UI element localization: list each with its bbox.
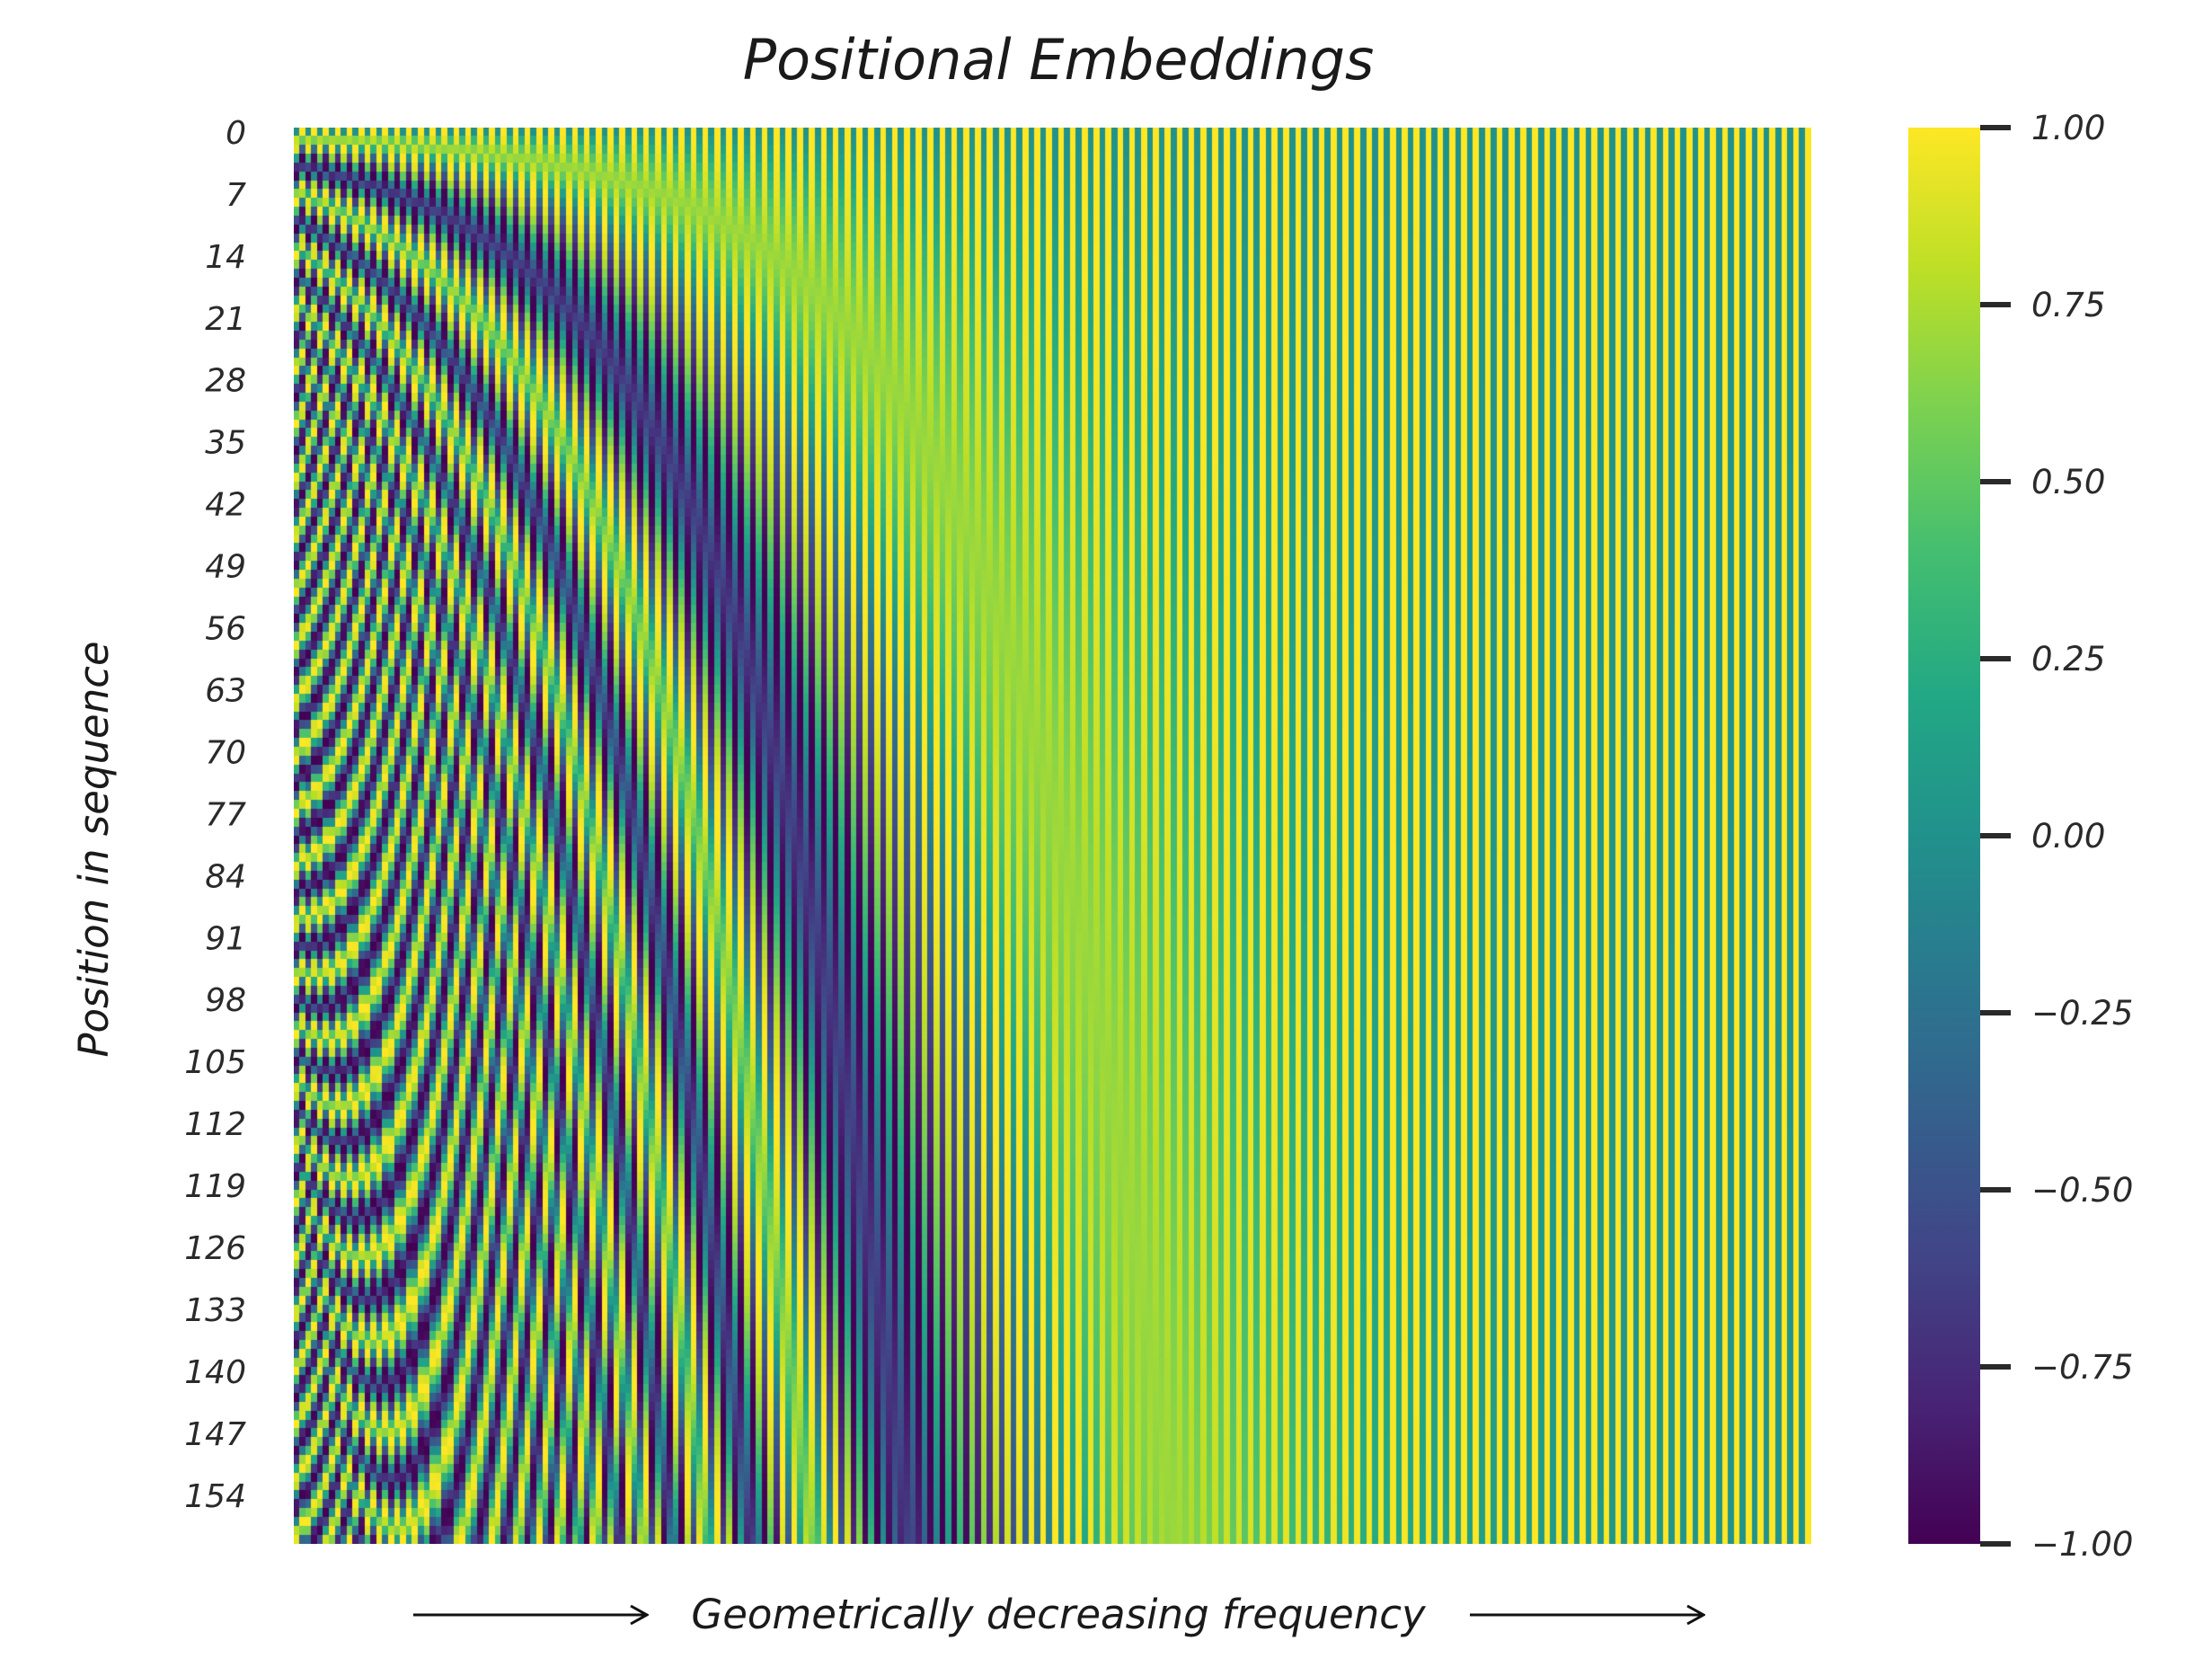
y-tick-label: 42: [205, 487, 246, 524]
colorbar: [1908, 128, 1980, 1544]
y-tick-label: 154: [184, 1478, 246, 1515]
chart-title: Positional Embeddings: [743, 27, 1375, 93]
y-tick-label: 98: [205, 982, 246, 1019]
y-tick-label: 21: [205, 301, 246, 338]
y-tick-label: 0: [226, 115, 246, 152]
y-tick-label: 105: [184, 1044, 246, 1081]
colorbar-tick-label: 0.50: [2031, 463, 2105, 501]
y-tick-labels: 0 7 14 21 28 35 42 49 56 63 70 77 84 91 98 105 112 119 126…: [184, 115, 246, 1515]
y-tick-label: 77: [205, 796, 246, 833]
y-tick-label: 84: [205, 858, 246, 895]
y-tick-label: 119: [184, 1168, 246, 1205]
y-tick-label: 7: [226, 177, 246, 214]
colorbar-tick-label: 0.00: [2031, 817, 2105, 856]
y-tick-label: 112: [184, 1106, 246, 1143]
colorbar-tick-label: −1.00: [2031, 1525, 2133, 1564]
colorbar-tick-label: 1.00: [2031, 109, 2105, 147]
y-tick-label: 70: [205, 734, 246, 771]
y-axis-label: Position in sequence: [70, 641, 118, 1057]
heatmap-cells: [294, 128, 1811, 1544]
colorbar-ticks: 1.00 0.75 0.50 0.25 0.00 −0.25 −0.50 −0.75 −1.00: [1980, 109, 2133, 1564]
colorbar-tick-label: 0.75: [2031, 286, 2105, 324]
colorbar-tick-label: −0.50: [2031, 1171, 2133, 1210]
y-tick-label: 35: [205, 425, 246, 462]
y-tick-label: 126: [184, 1230, 246, 1267]
colorbar-tick-label: −0.25: [2031, 994, 2133, 1033]
y-tick-label: 147: [184, 1416, 246, 1453]
y-tick-label: 133: [184, 1292, 246, 1329]
y-tick-label: 140: [184, 1354, 246, 1391]
y-tick-label: 56: [205, 611, 246, 648]
y-tick-label: 28: [205, 363, 246, 400]
y-tick-label: 91: [205, 920, 246, 957]
y-tick-label: 63: [205, 672, 246, 709]
x-axis-label: Geometrically decreasing frequency: [691, 1591, 1427, 1638]
colorbar-tick-label: 0.25: [2031, 640, 2105, 678]
y-tick-label: 14: [205, 239, 246, 276]
y-tick-label: 49: [205, 549, 246, 586]
colorbar-tick-label: −0.75: [2031, 1348, 2133, 1387]
